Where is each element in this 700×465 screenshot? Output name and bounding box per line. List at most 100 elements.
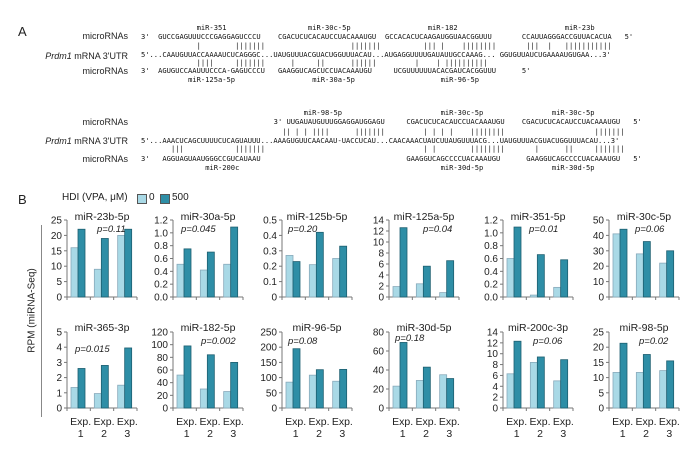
y-tick-label: 0 bbox=[598, 404, 604, 415]
y-tick-label: 0.4 bbox=[484, 267, 498, 278]
bar-0-3 bbox=[553, 286, 562, 298]
y-tick-label: 0 bbox=[271, 404, 277, 415]
y-tick-label: 14 bbox=[373, 216, 385, 227]
x-category-label: Exp. bbox=[635, 416, 656, 428]
x-category-label: Exp. bbox=[332, 416, 353, 428]
mirna-sequence: 3' bbox=[141, 32, 150, 41]
mirna-sequence: 5' bbox=[633, 154, 642, 163]
x-category-number: 2 bbox=[643, 428, 649, 440]
bar-0-1 bbox=[392, 286, 401, 298]
y-tick-label: 4 bbox=[378, 271, 384, 282]
bar-0-3 bbox=[659, 262, 668, 298]
y-tick-label: 20 bbox=[157, 391, 169, 402]
y-tick-label: 10 bbox=[593, 277, 605, 288]
y-tick-label: 0 bbox=[271, 293, 277, 304]
bar-500-3 bbox=[446, 378, 455, 409]
y-tick-label: 20 bbox=[593, 262, 605, 273]
mirna-name: miR-351 bbox=[196, 23, 227, 32]
y-tick-label: 6 bbox=[492, 371, 498, 382]
mirna-name: miR-30c-5p bbox=[307, 23, 351, 32]
y-tick-label: 0.2 bbox=[484, 280, 498, 291]
chart-title: miR-200c-3p bbox=[508, 322, 568, 334]
x-category-number: 1 bbox=[78, 428, 84, 440]
bar-0-2 bbox=[415, 380, 424, 409]
bar-500-2 bbox=[100, 365, 109, 409]
y-tick-label: 50 bbox=[266, 388, 278, 399]
y-tick-label: 0.2 bbox=[263, 262, 277, 273]
bar-0-1 bbox=[612, 233, 621, 298]
y-tick-label: 4 bbox=[56, 343, 62, 354]
base-pair-marks: ||||||||||| bbox=[564, 41, 612, 50]
bar-0-1 bbox=[176, 374, 185, 409]
bar-500-2 bbox=[536, 254, 545, 298]
x-category-number: 2 bbox=[316, 428, 322, 440]
bar-500-3 bbox=[666, 360, 675, 409]
bar-0-1 bbox=[70, 247, 79, 298]
panel-b-letter: B bbox=[18, 192, 27, 207]
bar-0-3 bbox=[439, 374, 448, 409]
y-tick-label: 15 bbox=[51, 246, 63, 257]
y-tick-label: 4 bbox=[492, 382, 498, 393]
legend-swatch-500 bbox=[160, 194, 170, 204]
bar-500-3 bbox=[560, 259, 569, 298]
bar-500-1 bbox=[292, 348, 301, 409]
p-value: p=0.18 bbox=[394, 333, 425, 344]
bar-0-3 bbox=[332, 258, 341, 298]
x-category-label: Exp. bbox=[506, 416, 527, 428]
chart-title: miR-98-5p bbox=[619, 322, 668, 334]
y-tick-label: 10 bbox=[51, 262, 63, 273]
y-tick-label: 20 bbox=[373, 385, 385, 396]
bar-500-1 bbox=[183, 248, 192, 298]
y-tick-label: 0 bbox=[56, 293, 62, 304]
bar-500-1 bbox=[77, 228, 86, 298]
mirna-name: miR-98-5p bbox=[303, 108, 343, 117]
bar-500-3 bbox=[339, 245, 348, 298]
legend-title: HDI (VPA, μM) bbox=[62, 192, 128, 203]
bar-500-2 bbox=[642, 354, 651, 409]
mirna-sequence: 3' bbox=[141, 66, 150, 75]
bar-0-1 bbox=[612, 372, 621, 409]
base-pair-marks: ||||||| bbox=[235, 58, 266, 67]
bar-500-3 bbox=[339, 368, 348, 409]
base-pair-marks: |||||| bbox=[350, 58, 377, 67]
bar-500-3 bbox=[560, 359, 569, 409]
x-category-label: Exp. bbox=[529, 416, 550, 428]
bar-0-2 bbox=[635, 372, 644, 409]
row-label-micrornas: microRNAs bbox=[82, 66, 128, 76]
y-tick-label: 12 bbox=[373, 227, 385, 238]
bar-0-1 bbox=[506, 373, 515, 409]
y-tick-label: 1.0 bbox=[484, 228, 498, 239]
y-tick-label: 25 bbox=[593, 328, 605, 339]
bar-500-2 bbox=[206, 354, 215, 409]
y-tick-label: 40 bbox=[157, 378, 169, 389]
y-tick-label: 0.4 bbox=[263, 231, 277, 242]
mirna-name: miR-30d-5p bbox=[440, 163, 484, 172]
mirna-name: miR-96-5p bbox=[440, 75, 480, 84]
bar-0-2 bbox=[199, 269, 208, 298]
p-value: p=0.04 bbox=[422, 224, 452, 235]
p-value: p=0.015 bbox=[74, 344, 110, 355]
bar-0-3 bbox=[117, 384, 126, 409]
y-tick-label: 2 bbox=[492, 393, 498, 404]
y-tick-label: 0.0 bbox=[484, 293, 498, 304]
bar-0-2 bbox=[308, 374, 317, 409]
y-tick-label: 1.0 bbox=[154, 228, 168, 239]
base-pair-marks: | | bbox=[423, 144, 437, 153]
bar-0-3 bbox=[223, 263, 232, 298]
bar-500-1 bbox=[183, 345, 192, 409]
chart-title: miR-30a-5p bbox=[181, 211, 236, 223]
x-category-label: Exp. bbox=[70, 416, 91, 428]
base-pair-marks: |||| bbox=[196, 58, 214, 67]
x-category-number: 2 bbox=[423, 428, 429, 440]
y-tick-label: 0.4 bbox=[154, 267, 168, 278]
base-pair-marks: ||||||| bbox=[355, 127, 385, 136]
base-pair-marks: ||||||| bbox=[235, 144, 266, 153]
bar-0-3 bbox=[223, 391, 232, 409]
y-tick-label: 0.5 bbox=[263, 216, 277, 227]
bar-0-1 bbox=[285, 255, 294, 298]
y-tick-label: 25 bbox=[51, 216, 63, 227]
mirna-sequence: AGGUAGUAAUGGGCCGUCAUAAU bbox=[162, 154, 261, 163]
p-value: p=0.20 bbox=[287, 224, 318, 235]
mirna-sequence: UCGUUUUUUACACGAUCACGGUUU bbox=[393, 66, 497, 75]
x-category-label: Exp. bbox=[659, 416, 680, 428]
